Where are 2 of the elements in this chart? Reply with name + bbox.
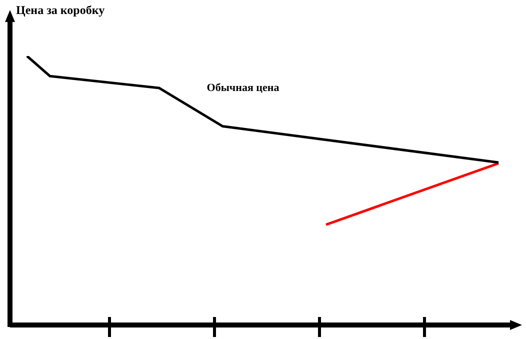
y-axis-title: Цена за коробку [16, 3, 105, 18]
annotation: Обычная цена [206, 82, 280, 94]
